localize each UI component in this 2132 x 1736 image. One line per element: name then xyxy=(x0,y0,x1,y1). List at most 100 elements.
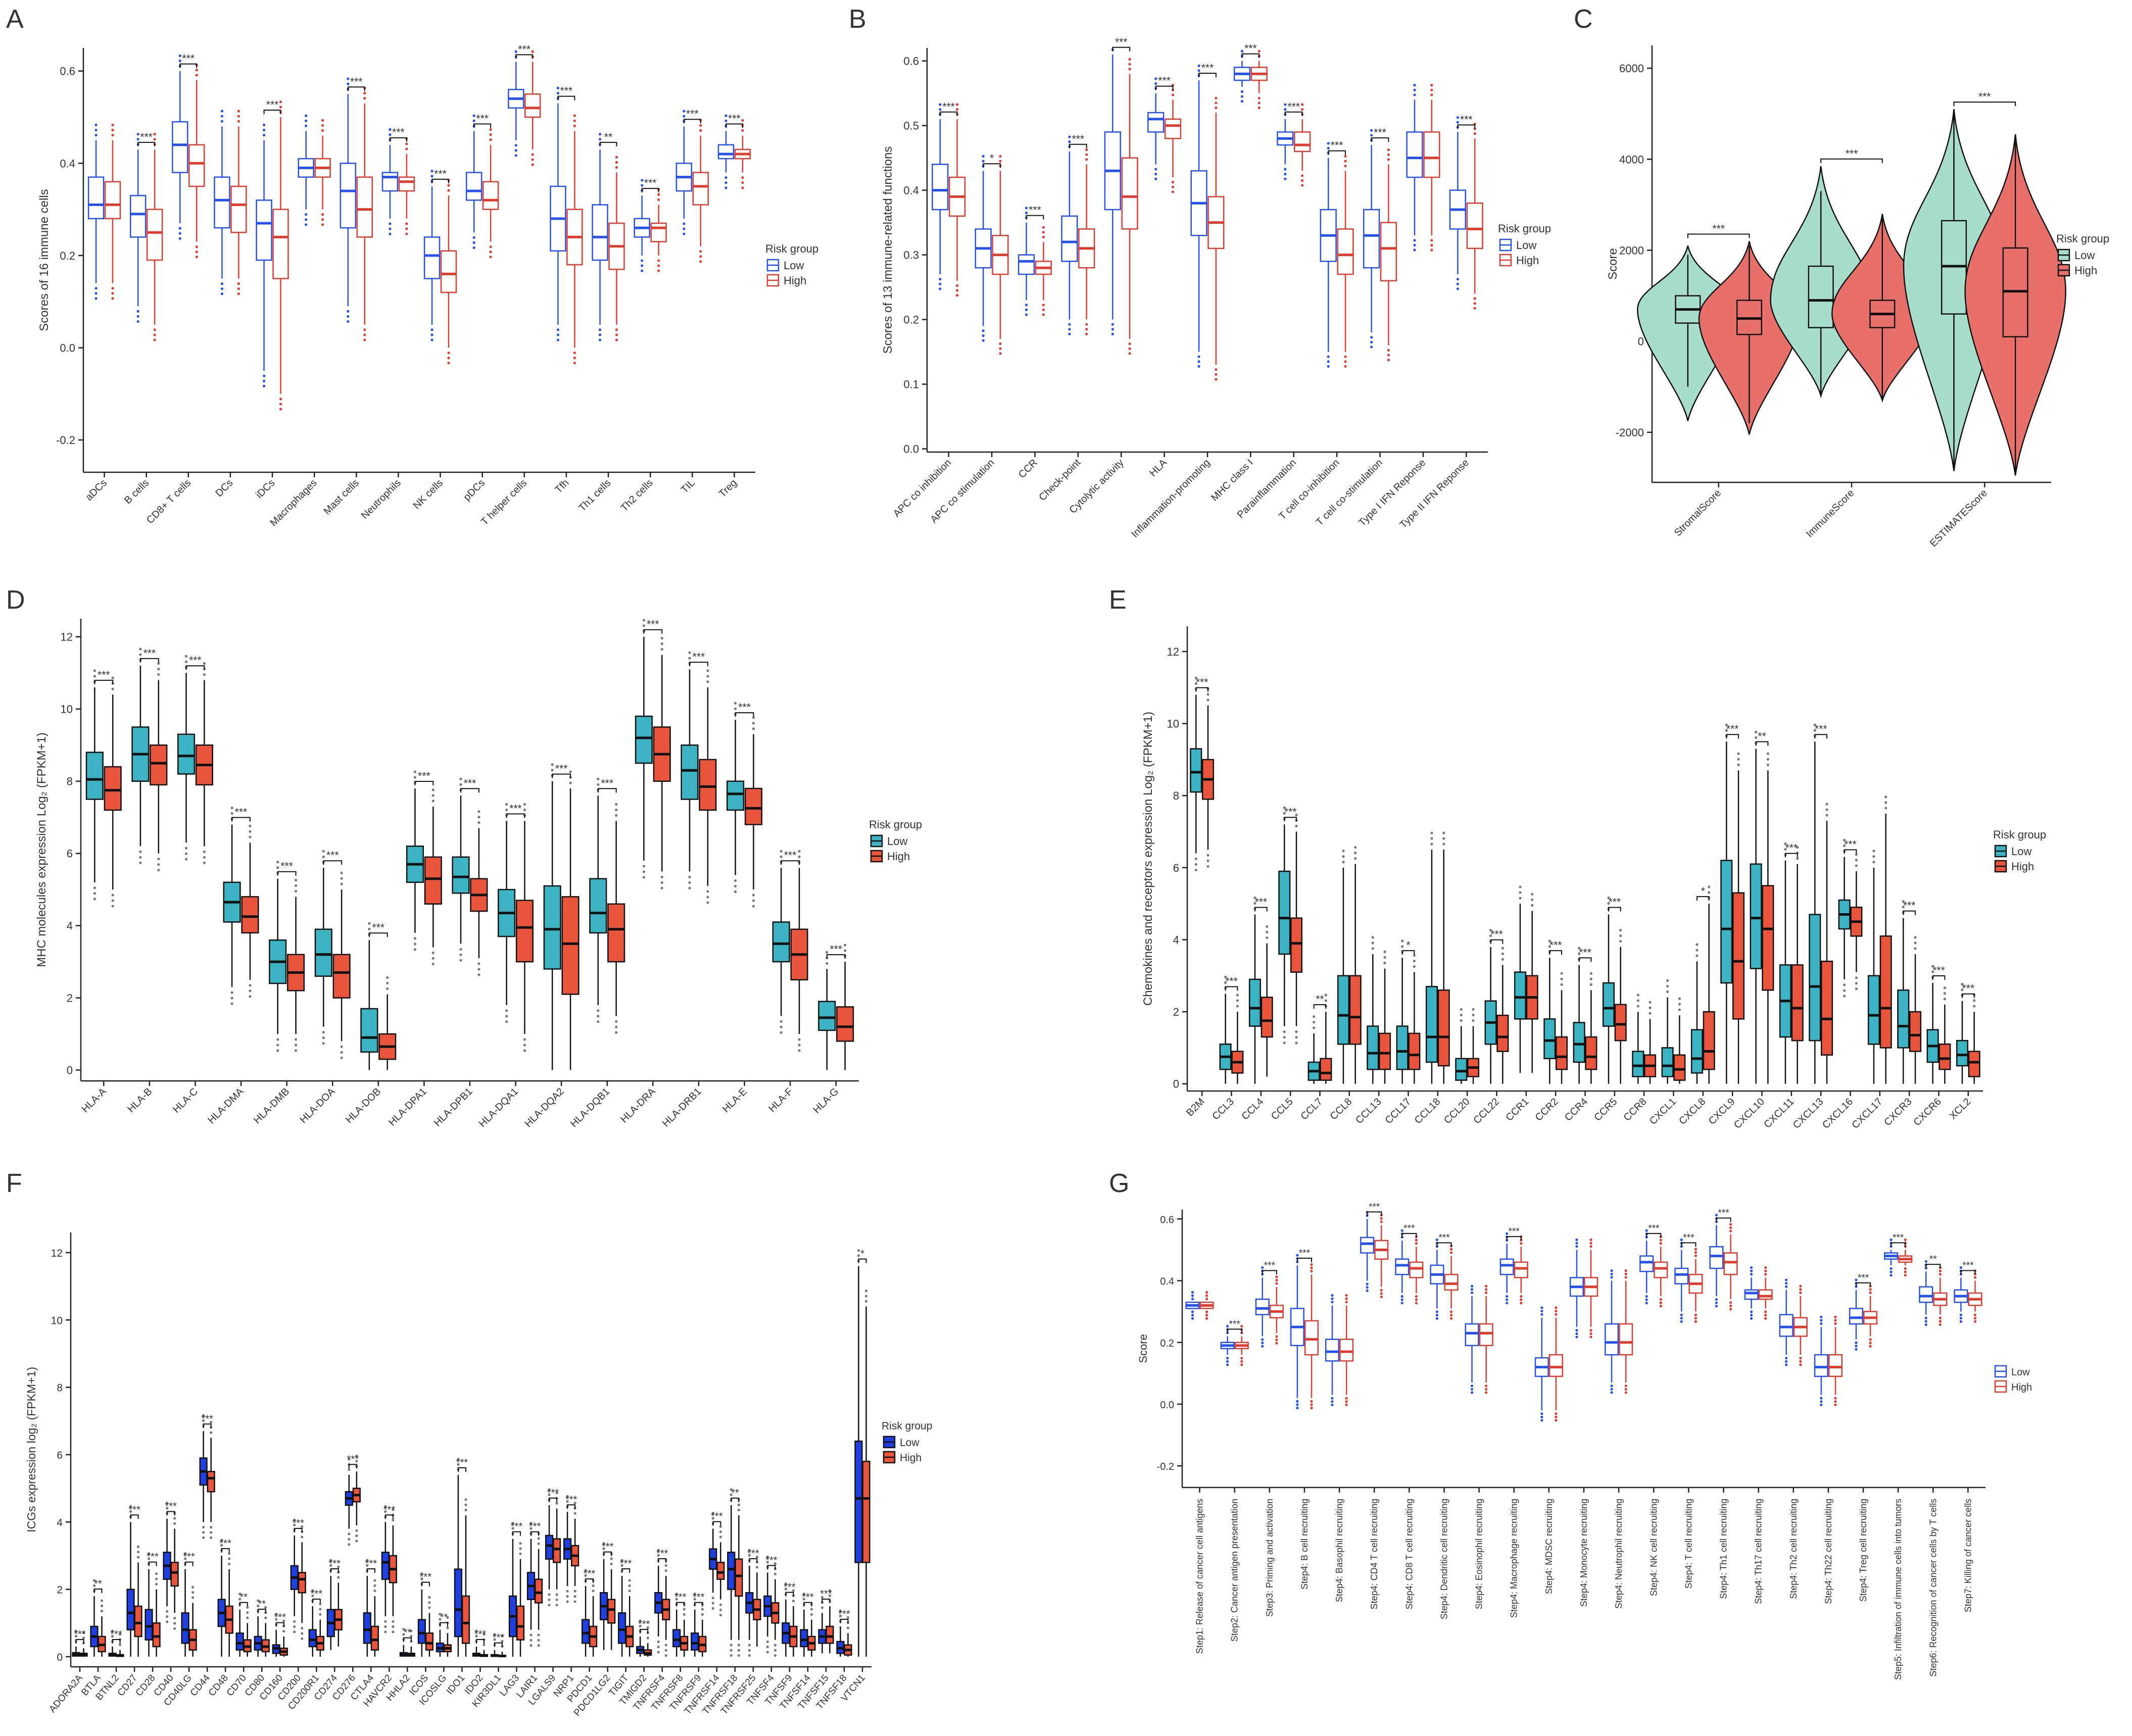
high-box xyxy=(1437,989,1450,1067)
low-box xyxy=(1919,1286,1933,1303)
high-outlier xyxy=(531,163,534,166)
significance-bracket xyxy=(515,54,534,59)
low-outlier xyxy=(784,1582,787,1585)
significance-bracket xyxy=(275,1622,284,1627)
low-outlier xyxy=(430,338,433,341)
high-outlier xyxy=(660,886,663,889)
high-outlier xyxy=(100,1599,104,1602)
high-outlier xyxy=(555,1492,558,1495)
low-outlier xyxy=(202,1526,205,1529)
low-box xyxy=(1605,1323,1619,1356)
low-outlier xyxy=(566,1590,569,1593)
x-tick-label: Step1: Release of cancer cell antigens xyxy=(1195,1499,1205,1654)
significance-bracket xyxy=(585,1578,594,1583)
high-box xyxy=(744,787,763,825)
low-outlier xyxy=(1820,1319,1823,1322)
significance-label: *** xyxy=(838,1609,850,1620)
low-outlier xyxy=(1313,1021,1316,1024)
high-outlier xyxy=(373,1584,376,1587)
low-outlier xyxy=(1191,1291,1194,1294)
high-box xyxy=(1673,1054,1686,1081)
high-outlier xyxy=(1799,1291,1802,1295)
high-outlier xyxy=(1939,1269,1942,1272)
significance-label: *** xyxy=(1785,842,1798,854)
low-outlier xyxy=(459,953,462,956)
high-outlier xyxy=(955,284,959,287)
high-outlier xyxy=(1295,1036,1298,1039)
high-outlier xyxy=(1589,1238,1592,1242)
high-outlier xyxy=(1301,174,1304,177)
x-tick-label: CCL3 xyxy=(1210,1096,1236,1122)
low-box xyxy=(1395,1258,1410,1275)
low-outlier xyxy=(683,227,686,230)
low-outlier xyxy=(1695,949,1699,952)
low-outlier xyxy=(1843,838,1846,841)
low-outlier xyxy=(475,1629,478,1632)
low-outlier xyxy=(1194,682,1197,685)
high-outlier xyxy=(798,1044,801,1047)
low-outlier xyxy=(220,120,224,123)
low-box xyxy=(1363,209,1380,269)
y-axis-label: Chemokines and receptors expression Log₂… xyxy=(1141,712,1155,1006)
high-outlier xyxy=(610,1562,613,1565)
significance-label: *** xyxy=(565,1494,577,1505)
high-outlier xyxy=(523,808,526,811)
high-outlier xyxy=(1869,1345,1872,1348)
low-outlier xyxy=(1695,943,1699,946)
significance-label: *** xyxy=(511,1521,523,1532)
low-outlier xyxy=(348,1543,351,1546)
low-outlier xyxy=(1540,1313,1543,1316)
low-outlier xyxy=(1413,93,1416,96)
low-outlier xyxy=(1194,863,1197,866)
high-outlier xyxy=(657,264,660,267)
low-outlier xyxy=(1025,308,1028,312)
significance-label: *** xyxy=(266,99,279,111)
high-outlier xyxy=(828,1589,832,1592)
high-box xyxy=(461,1595,470,1644)
low-box xyxy=(1573,1022,1585,1063)
high-outlier xyxy=(157,868,160,872)
low-box xyxy=(681,744,699,800)
significance-bracket xyxy=(239,1602,248,1607)
high-outlier xyxy=(1295,1041,1298,1045)
low-outlier xyxy=(514,149,517,152)
significance-label: *** xyxy=(509,803,522,814)
low-outlier xyxy=(599,138,602,141)
high-outlier xyxy=(1884,807,1887,810)
y-tick-label: 0 xyxy=(1173,1078,1179,1090)
high-outlier xyxy=(737,1509,740,1512)
low-outlier xyxy=(1575,1238,1578,1242)
significance-bracket xyxy=(494,1642,503,1647)
high-outlier xyxy=(1589,1329,1592,1332)
high-outlier xyxy=(237,282,240,285)
high-outlier xyxy=(615,166,618,169)
low-outlier xyxy=(1715,1301,1718,1304)
y-tick-label: 2 xyxy=(1173,1006,1179,1018)
low-outlier xyxy=(1575,1335,1578,1338)
low-outlier xyxy=(551,763,554,766)
x-tick-label: ESTIMATEScore xyxy=(1928,487,1990,549)
high-box xyxy=(1349,975,1362,1045)
x-tick-label: Mast cells xyxy=(321,477,361,517)
y-tick-label: 10 xyxy=(51,1315,63,1326)
high-outlier xyxy=(1764,1317,1767,1320)
high-outlier xyxy=(1855,982,1858,985)
low-outlier xyxy=(139,856,142,859)
low-outlier xyxy=(1785,1360,1788,1363)
low-outlier xyxy=(1435,1314,1439,1317)
high-outlier xyxy=(1589,1332,1592,1335)
high-outlier xyxy=(1206,865,1209,868)
high-outlier xyxy=(1796,846,1799,849)
low-outlier xyxy=(178,237,181,240)
low-box xyxy=(635,715,653,764)
significance-bracket xyxy=(1755,741,1769,746)
low-outlier xyxy=(724,114,728,117)
high-outlier xyxy=(137,1551,140,1554)
high-outlier xyxy=(249,835,252,838)
low-outlier xyxy=(92,1584,96,1587)
high-outlier xyxy=(173,1617,176,1620)
significance-bracket xyxy=(749,1558,758,1563)
significance-label: *** xyxy=(1893,1232,1904,1243)
significance-label: *** xyxy=(293,1518,305,1529)
significance-label: *** xyxy=(140,131,153,143)
